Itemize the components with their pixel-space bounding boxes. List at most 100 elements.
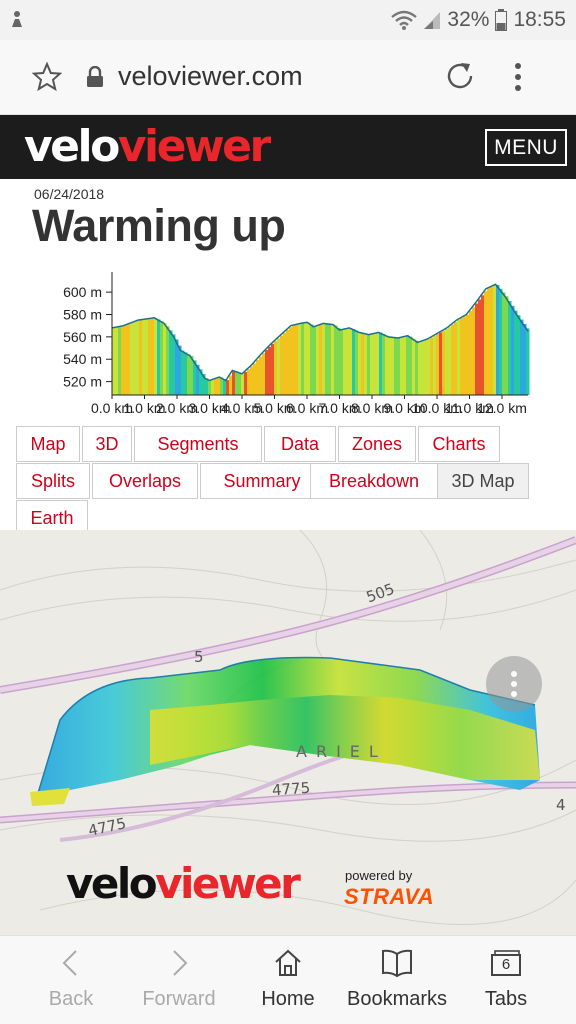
elevation-stripe (226, 380, 230, 395)
bookmark-star-icon[interactable] (32, 62, 62, 92)
elevation-stripe (172, 334, 176, 395)
reload-icon[interactable] (444, 60, 476, 92)
elevation-stripe (202, 374, 206, 395)
x-tick-label: 12.0 km (477, 400, 527, 416)
elevation-stripe (190, 355, 194, 395)
elevation-stripe (352, 329, 356, 395)
veloviewer-logo[interactable]: velo viewer (24, 121, 271, 172)
battery-percent: 32% (447, 8, 490, 31)
elevation-stripe (496, 284, 500, 395)
elevation-stripe (382, 333, 386, 395)
elevation-stripe (178, 345, 182, 395)
tab-summary[interactable]: Summary (200, 463, 324, 499)
elevation-stripe (454, 322, 458, 395)
tab-map[interactable]: Map (16, 426, 80, 462)
elevation-stripe (457, 319, 461, 395)
elevation-stripe (421, 341, 425, 395)
elevation-stripe (145, 319, 149, 395)
3d-map-canvas[interactable] (0, 530, 576, 935)
tab-splits[interactable]: Splits (16, 463, 90, 499)
elevation-stripe (280, 335, 284, 395)
tabs-button[interactable]: Tabs 6 (474, 936, 538, 1024)
x-tick-label: 1.0 km (123, 400, 165, 416)
tab-data[interactable]: Data (264, 426, 336, 462)
elevation-stripe (292, 325, 296, 395)
menu-button[interactable]: MENU (485, 129, 567, 166)
elevation-stripe (331, 324, 335, 395)
elevation-stripe (385, 335, 389, 395)
elevation-stripe (241, 373, 245, 395)
x-tick-label: 11.0 km (445, 400, 494, 416)
elevation-stripe (367, 334, 371, 395)
elevation-stripe (343, 329, 347, 395)
elevation-stripe (355, 330, 359, 395)
home-button[interactable]: Home (250, 936, 326, 1024)
browser-menu-icon[interactable] (514, 62, 522, 92)
elevation-stripe (508, 301, 512, 395)
powered-by-text: powered by (345, 868, 413, 883)
elevation-stripe (229, 375, 233, 395)
elevation-stripe (418, 342, 422, 395)
tab-3d[interactable]: 3D (82, 426, 132, 462)
elevation-stripe (451, 324, 455, 395)
elevation-stripe (220, 377, 224, 395)
elevation-stripe (328, 323, 332, 395)
map-options-button[interactable] (486, 656, 542, 712)
battery-icon (495, 9, 508, 31)
tab-3d-map[interactable]: 3D Map (437, 463, 529, 499)
elevation-stripe (142, 319, 146, 395)
elevation-stripe (232, 370, 236, 395)
elevation-stripe (322, 323, 326, 395)
forward-button[interactable]: Forward (134, 936, 224, 1024)
3d-route-wall (30, 656, 540, 806)
town-label-ariel: ARIEL (296, 742, 387, 761)
elevation-stripe (151, 318, 155, 395)
elevation-stripe (250, 366, 254, 395)
x-tick-label: 2.0 km (156, 400, 198, 416)
3d-map-view[interactable]: 505 5 4775 4775 4 ARIEL velo viewer power… (0, 530, 576, 935)
elevation-stripe (184, 352, 188, 395)
tab-breakdown[interactable]: Breakdown (310, 463, 438, 499)
elevation-stripe (400, 337, 404, 395)
browser-bottom-nav: Back Forward Home Bookmarks Tabs 6 (0, 935, 576, 1024)
elevation-stripe (301, 323, 305, 395)
tab-charts[interactable]: Charts (418, 426, 500, 462)
tab-segments[interactable]: Segments (134, 426, 262, 462)
elevation-stripe (358, 331, 362, 395)
elevation-stripe (388, 336, 392, 395)
elevation-stripe (157, 319, 161, 395)
wifi-icon (391, 10, 418, 30)
elevation-stripe (346, 328, 350, 395)
elevation-stripe (448, 326, 452, 395)
x-tick-label: 3.0 km (188, 400, 230, 416)
elevation-stripe (139, 319, 143, 395)
bookmarks-button[interactable]: Bookmarks (340, 936, 454, 1024)
elevation-stripe (199, 369, 203, 395)
elevation-stripe (214, 378, 218, 395)
elevation-stripe (259, 356, 263, 395)
tab-zones[interactable]: Zones (338, 426, 416, 462)
elevation-stripe (238, 372, 242, 395)
elevation-stripe (271, 343, 275, 395)
elevation-stripe (295, 324, 299, 395)
elevation-chart[interactable]: 520 m 540 m 560 m 580 m 600 m 0.0 km1.0 km2.0… (0, 260, 576, 422)
elevation-stripe (334, 325, 338, 395)
elevation-stripe (502, 292, 506, 395)
elevation-stripe (265, 350, 269, 395)
elevation-stripe (193, 360, 197, 395)
elevation-stripe (262, 353, 266, 395)
elevation-stripe (469, 311, 473, 395)
elevation-stripe (505, 296, 509, 395)
tab-overlaps[interactable]: Overlaps (92, 463, 198, 499)
elevation-stripe (364, 333, 368, 395)
elevation-stripe (517, 315, 521, 395)
elevation-stripe (481, 295, 485, 395)
elevation-stripe (430, 337, 434, 395)
elevation-stripe (475, 303, 479, 395)
elevation-stripe (154, 317, 158, 395)
strava-logo: STRAVA (344, 884, 435, 909)
elevation-stripe (289, 327, 293, 395)
x-tick-label: 5.0 km (253, 400, 295, 416)
back-button[interactable]: Back (30, 936, 112, 1024)
url-text[interactable]: veloviewer.com (118, 61, 303, 91)
